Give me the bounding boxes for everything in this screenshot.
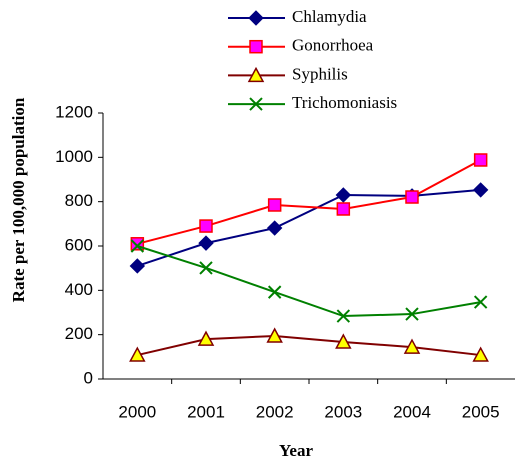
y-tick-label: 1000: [55, 147, 93, 166]
series-line: [137, 188, 481, 267]
marker: [335, 333, 352, 349]
marker: [197, 330, 215, 346]
marker: [199, 219, 213, 233]
legend-label: Syphilis: [292, 64, 348, 83]
x-tick-label: 2002: [256, 402, 294, 421]
marker: [405, 307, 419, 321]
y-tick-label: 0: [84, 368, 93, 387]
marker: [199, 261, 213, 275]
marker: [198, 235, 214, 251]
x-tick-label: 2003: [324, 402, 362, 421]
series-line: [137, 159, 482, 245]
x-axis-label: Year: [279, 441, 313, 460]
x-tick-label: 2001: [187, 402, 225, 421]
legend-label: Chlamydia: [292, 7, 367, 26]
legend-label: Gonorrhoea: [292, 36, 374, 55]
y-tick-label: 800: [65, 191, 93, 210]
marker: [473, 295, 488, 309]
y-tick-label: 200: [65, 324, 93, 343]
marker: [129, 346, 146, 362]
marker: [336, 202, 351, 216]
x-tick-label: 2004: [393, 402, 431, 421]
marker: [266, 220, 283, 236]
marker: [473, 153, 488, 167]
series-line: [137, 245, 481, 318]
y-tick-label: 1200: [55, 102, 93, 121]
legend-marker: [248, 10, 264, 26]
marker: [403, 338, 421, 354]
marker: [472, 182, 489, 198]
marker: [130, 239, 145, 253]
marker: [267, 285, 282, 299]
x-tick-label: 2000: [118, 402, 156, 421]
legend-marker: [249, 39, 263, 54]
legend-label: Trichomoniasis: [292, 93, 397, 112]
marker: [335, 187, 352, 203]
marker: [336, 309, 351, 323]
marker: [129, 258, 146, 274]
marker: [266, 327, 283, 343]
y-tick-label: 600: [65, 235, 93, 254]
legend-marker: [247, 66, 265, 83]
marker: [472, 346, 489, 362]
marker: [267, 198, 282, 212]
y-axis-label: Rate per 100,000 population: [9, 97, 28, 302]
marker: [405, 190, 419, 204]
series-line: [137, 334, 481, 357]
x-tick-label: 2005: [462, 402, 500, 421]
y-tick-label: 400: [65, 280, 93, 299]
legend-marker: [249, 97, 263, 111]
